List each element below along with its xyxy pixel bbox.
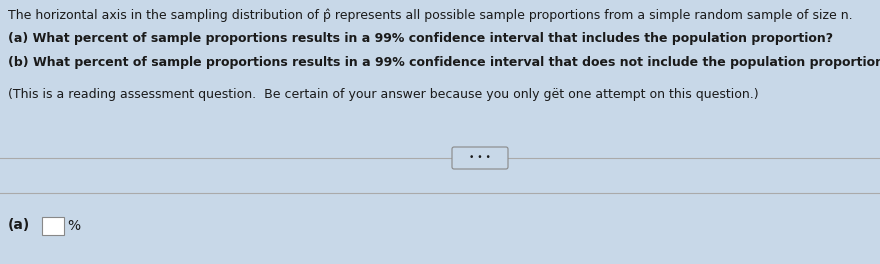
FancyBboxPatch shape xyxy=(42,217,64,235)
Text: (a): (a) xyxy=(8,218,30,232)
FancyBboxPatch shape xyxy=(452,147,508,169)
Text: %: % xyxy=(67,219,80,233)
Text: The horizontal axis in the sampling distribution of p̂ represents all possible s: The horizontal axis in the sampling dist… xyxy=(8,8,853,21)
Text: (This is a reading assessment question.  Be certain of your answer because you o: (This is a reading assessment question. … xyxy=(8,88,759,101)
Text: (b) What percent of sample proportions results in a 99% confidence interval that: (b) What percent of sample proportions r… xyxy=(8,56,880,69)
Text: • • •: • • • xyxy=(469,153,491,163)
Text: (a) What percent of sample proportions results in a 99% confidence interval that: (a) What percent of sample proportions r… xyxy=(8,32,833,45)
